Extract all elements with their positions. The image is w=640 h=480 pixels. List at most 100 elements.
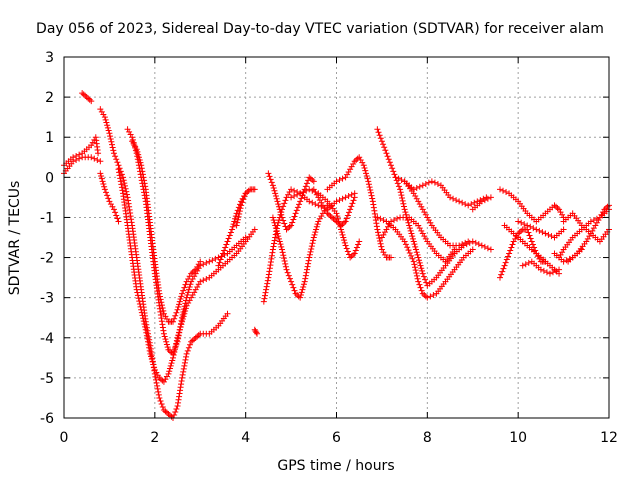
data-point bbox=[416, 259, 423, 266]
series-sat-ab bbox=[515, 218, 567, 241]
data-point bbox=[272, 225, 279, 232]
data-point bbox=[380, 141, 387, 148]
data-point bbox=[149, 358, 156, 365]
data-point bbox=[378, 246, 385, 253]
data-point bbox=[118, 184, 125, 191]
data-point bbox=[348, 191, 355, 198]
data-point bbox=[107, 135, 114, 142]
data-point bbox=[430, 291, 437, 298]
data-point bbox=[233, 222, 240, 229]
data-point bbox=[456, 242, 463, 249]
data-point bbox=[306, 198, 313, 205]
data-point bbox=[146, 347, 153, 354]
data-point bbox=[559, 249, 566, 256]
data-point bbox=[306, 174, 313, 181]
data-point bbox=[234, 207, 241, 214]
data-point bbox=[604, 203, 611, 210]
data-point bbox=[459, 199, 466, 206]
x-tick-label: 0 bbox=[60, 430, 69, 446]
data-point bbox=[373, 220, 380, 227]
data-point bbox=[431, 179, 438, 186]
data-point bbox=[539, 229, 546, 236]
data-point bbox=[516, 229, 523, 236]
y-tick-label: 1 bbox=[45, 130, 54, 146]
data-point bbox=[186, 273, 193, 280]
data-point bbox=[419, 270, 426, 277]
data-point bbox=[388, 218, 394, 225]
data-point bbox=[180, 287, 187, 294]
data-point bbox=[139, 312, 146, 319]
data-point bbox=[391, 171, 398, 178]
data-point bbox=[216, 259, 223, 266]
data-point bbox=[281, 200, 288, 207]
data-point bbox=[267, 176, 274, 183]
data-point bbox=[175, 396, 182, 403]
data-point bbox=[434, 181, 441, 188]
data-point bbox=[123, 188, 130, 195]
data-point bbox=[277, 241, 284, 248]
data-point bbox=[167, 362, 174, 369]
data-point bbox=[269, 182, 276, 189]
data-point bbox=[566, 255, 573, 262]
data-point bbox=[270, 217, 277, 224]
data-point bbox=[136, 300, 143, 307]
data-point bbox=[280, 217, 287, 224]
data-point bbox=[371, 210, 378, 217]
data-point bbox=[420, 273, 427, 280]
data-point bbox=[276, 206, 283, 213]
data-point bbox=[117, 178, 124, 185]
data-point bbox=[242, 234, 249, 241]
data-point bbox=[376, 237, 383, 244]
data-point bbox=[156, 302, 163, 309]
data-point bbox=[309, 240, 316, 247]
data-point bbox=[487, 246, 494, 253]
data-point bbox=[352, 247, 359, 254]
data-point bbox=[405, 247, 412, 254]
data-point bbox=[133, 286, 140, 293]
data-point bbox=[422, 235, 429, 242]
data-point bbox=[181, 362, 188, 369]
data-point bbox=[386, 159, 393, 166]
data-point bbox=[342, 174, 349, 181]
data-point bbox=[293, 207, 300, 214]
data-point bbox=[468, 201, 475, 208]
data-point bbox=[294, 204, 301, 211]
data-point bbox=[375, 229, 382, 236]
data-point bbox=[497, 186, 503, 193]
data-point bbox=[218, 253, 225, 260]
data-point bbox=[234, 219, 241, 226]
data-point bbox=[194, 263, 201, 270]
data-point bbox=[104, 122, 111, 129]
data-point bbox=[150, 361, 157, 368]
data-point bbox=[374, 214, 381, 221]
data-point bbox=[394, 180, 401, 187]
data-point bbox=[146, 344, 153, 351]
data-point bbox=[294, 191, 301, 198]
data-point bbox=[305, 257, 312, 264]
data-point bbox=[347, 254, 354, 261]
data-point bbox=[124, 126, 131, 133]
data-point bbox=[183, 350, 190, 357]
data-point bbox=[316, 215, 323, 222]
data-point bbox=[126, 203, 133, 210]
data-point bbox=[462, 239, 469, 246]
data-point bbox=[300, 283, 307, 290]
data-point bbox=[200, 277, 207, 284]
data-point bbox=[338, 229, 345, 236]
data-point bbox=[148, 356, 155, 363]
data-point bbox=[315, 218, 322, 225]
data-point bbox=[602, 205, 609, 212]
data-point bbox=[158, 315, 165, 322]
data-point bbox=[203, 259, 210, 266]
data-point bbox=[418, 203, 425, 210]
series-sat-z bbox=[501, 222, 563, 277]
data-point bbox=[333, 210, 340, 217]
data-point bbox=[537, 266, 544, 273]
data-point bbox=[271, 187, 278, 194]
data-point bbox=[117, 175, 124, 182]
data-point bbox=[296, 201, 303, 208]
data-point bbox=[345, 209, 352, 216]
data-point bbox=[140, 318, 147, 325]
data-point bbox=[271, 237, 278, 244]
data-point bbox=[405, 219, 412, 226]
